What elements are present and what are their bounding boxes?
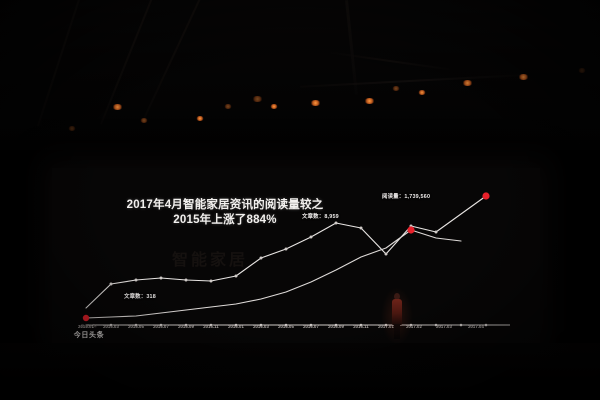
stage-light [518, 74, 529, 80]
ceiling-truss [330, 51, 450, 71]
marker-reading-volume-end [482, 192, 490, 200]
marker-article-count-start [82, 314, 90, 322]
stage-light [224, 104, 232, 109]
x-tick: 2015.05 [128, 324, 144, 329]
ceiling-truss [100, 0, 162, 125]
stage-light [364, 98, 375, 104]
stage-floor [0, 343, 600, 400]
x-tick: 2015.09 [178, 324, 194, 329]
stage-light [140, 118, 148, 123]
x-tick: 2016.03 [253, 324, 269, 329]
x-tick: 2016.07 [303, 324, 319, 329]
toutiao-logo: 数据来源 今日头条 [61, 324, 117, 340]
x-tick: 2016.05 [278, 324, 294, 329]
ceiling-truss [36, 0, 86, 127]
chart-svg [82, 192, 510, 327]
stage-light [310, 100, 321, 106]
speaker-body [392, 299, 402, 325]
stage-light [392, 86, 400, 91]
x-tick: 2016.01 [228, 324, 244, 329]
stage-light [462, 80, 473, 86]
highlight-markers [82, 192, 490, 322]
x-tick: 2016.09 [328, 324, 344, 329]
x-tick: 2015.07 [153, 324, 169, 329]
line-chart [52, 168, 540, 343]
ceiling-truss [143, 0, 209, 119]
speaker-silhouette [381, 287, 413, 345]
ceiling-truss [300, 74, 520, 88]
label-article-count-low: 文章数：318 [124, 294, 156, 300]
hall-ceiling [0, 0, 600, 150]
stage-light [270, 104, 278, 109]
stage-light [196, 116, 204, 121]
projection-screen: 智能家居 2017年4月智能家居资讯的阅读量较之 2015年上涨了884% [52, 168, 540, 343]
logo-source-label: 数据来源 [81, 324, 97, 328]
stage-light [252, 96, 263, 102]
x-tick: 2017.03 [436, 324, 452, 329]
ceiling-truss [345, 0, 358, 95]
logo-brand-name: 今日头条 [73, 332, 105, 339]
stage-light [578, 68, 586, 73]
marker-article-count-end [407, 226, 415, 234]
x-tick: 2016.11 [353, 324, 369, 329]
series-marker-dots [109, 221, 488, 327]
stage-light [68, 126, 76, 131]
label-reading-volume: 阅读量：1,739,560 [382, 194, 431, 200]
speaker-legs [394, 324, 400, 339]
x-tick: 2015.11 [203, 324, 219, 329]
label-article-count-high: 文章数：8,959 [302, 214, 339, 220]
x-axis-labels: 2015.01 2015.03 2015.05 2015.07 2015.09 … [52, 324, 540, 336]
stage-light [112, 104, 123, 110]
slide-content: 智能家居 2017年4月智能家居资讯的阅读量较之 2015年上涨了884% [52, 168, 540, 343]
stage-light [418, 90, 426, 95]
x-tick: 2017.04 [468, 324, 484, 329]
